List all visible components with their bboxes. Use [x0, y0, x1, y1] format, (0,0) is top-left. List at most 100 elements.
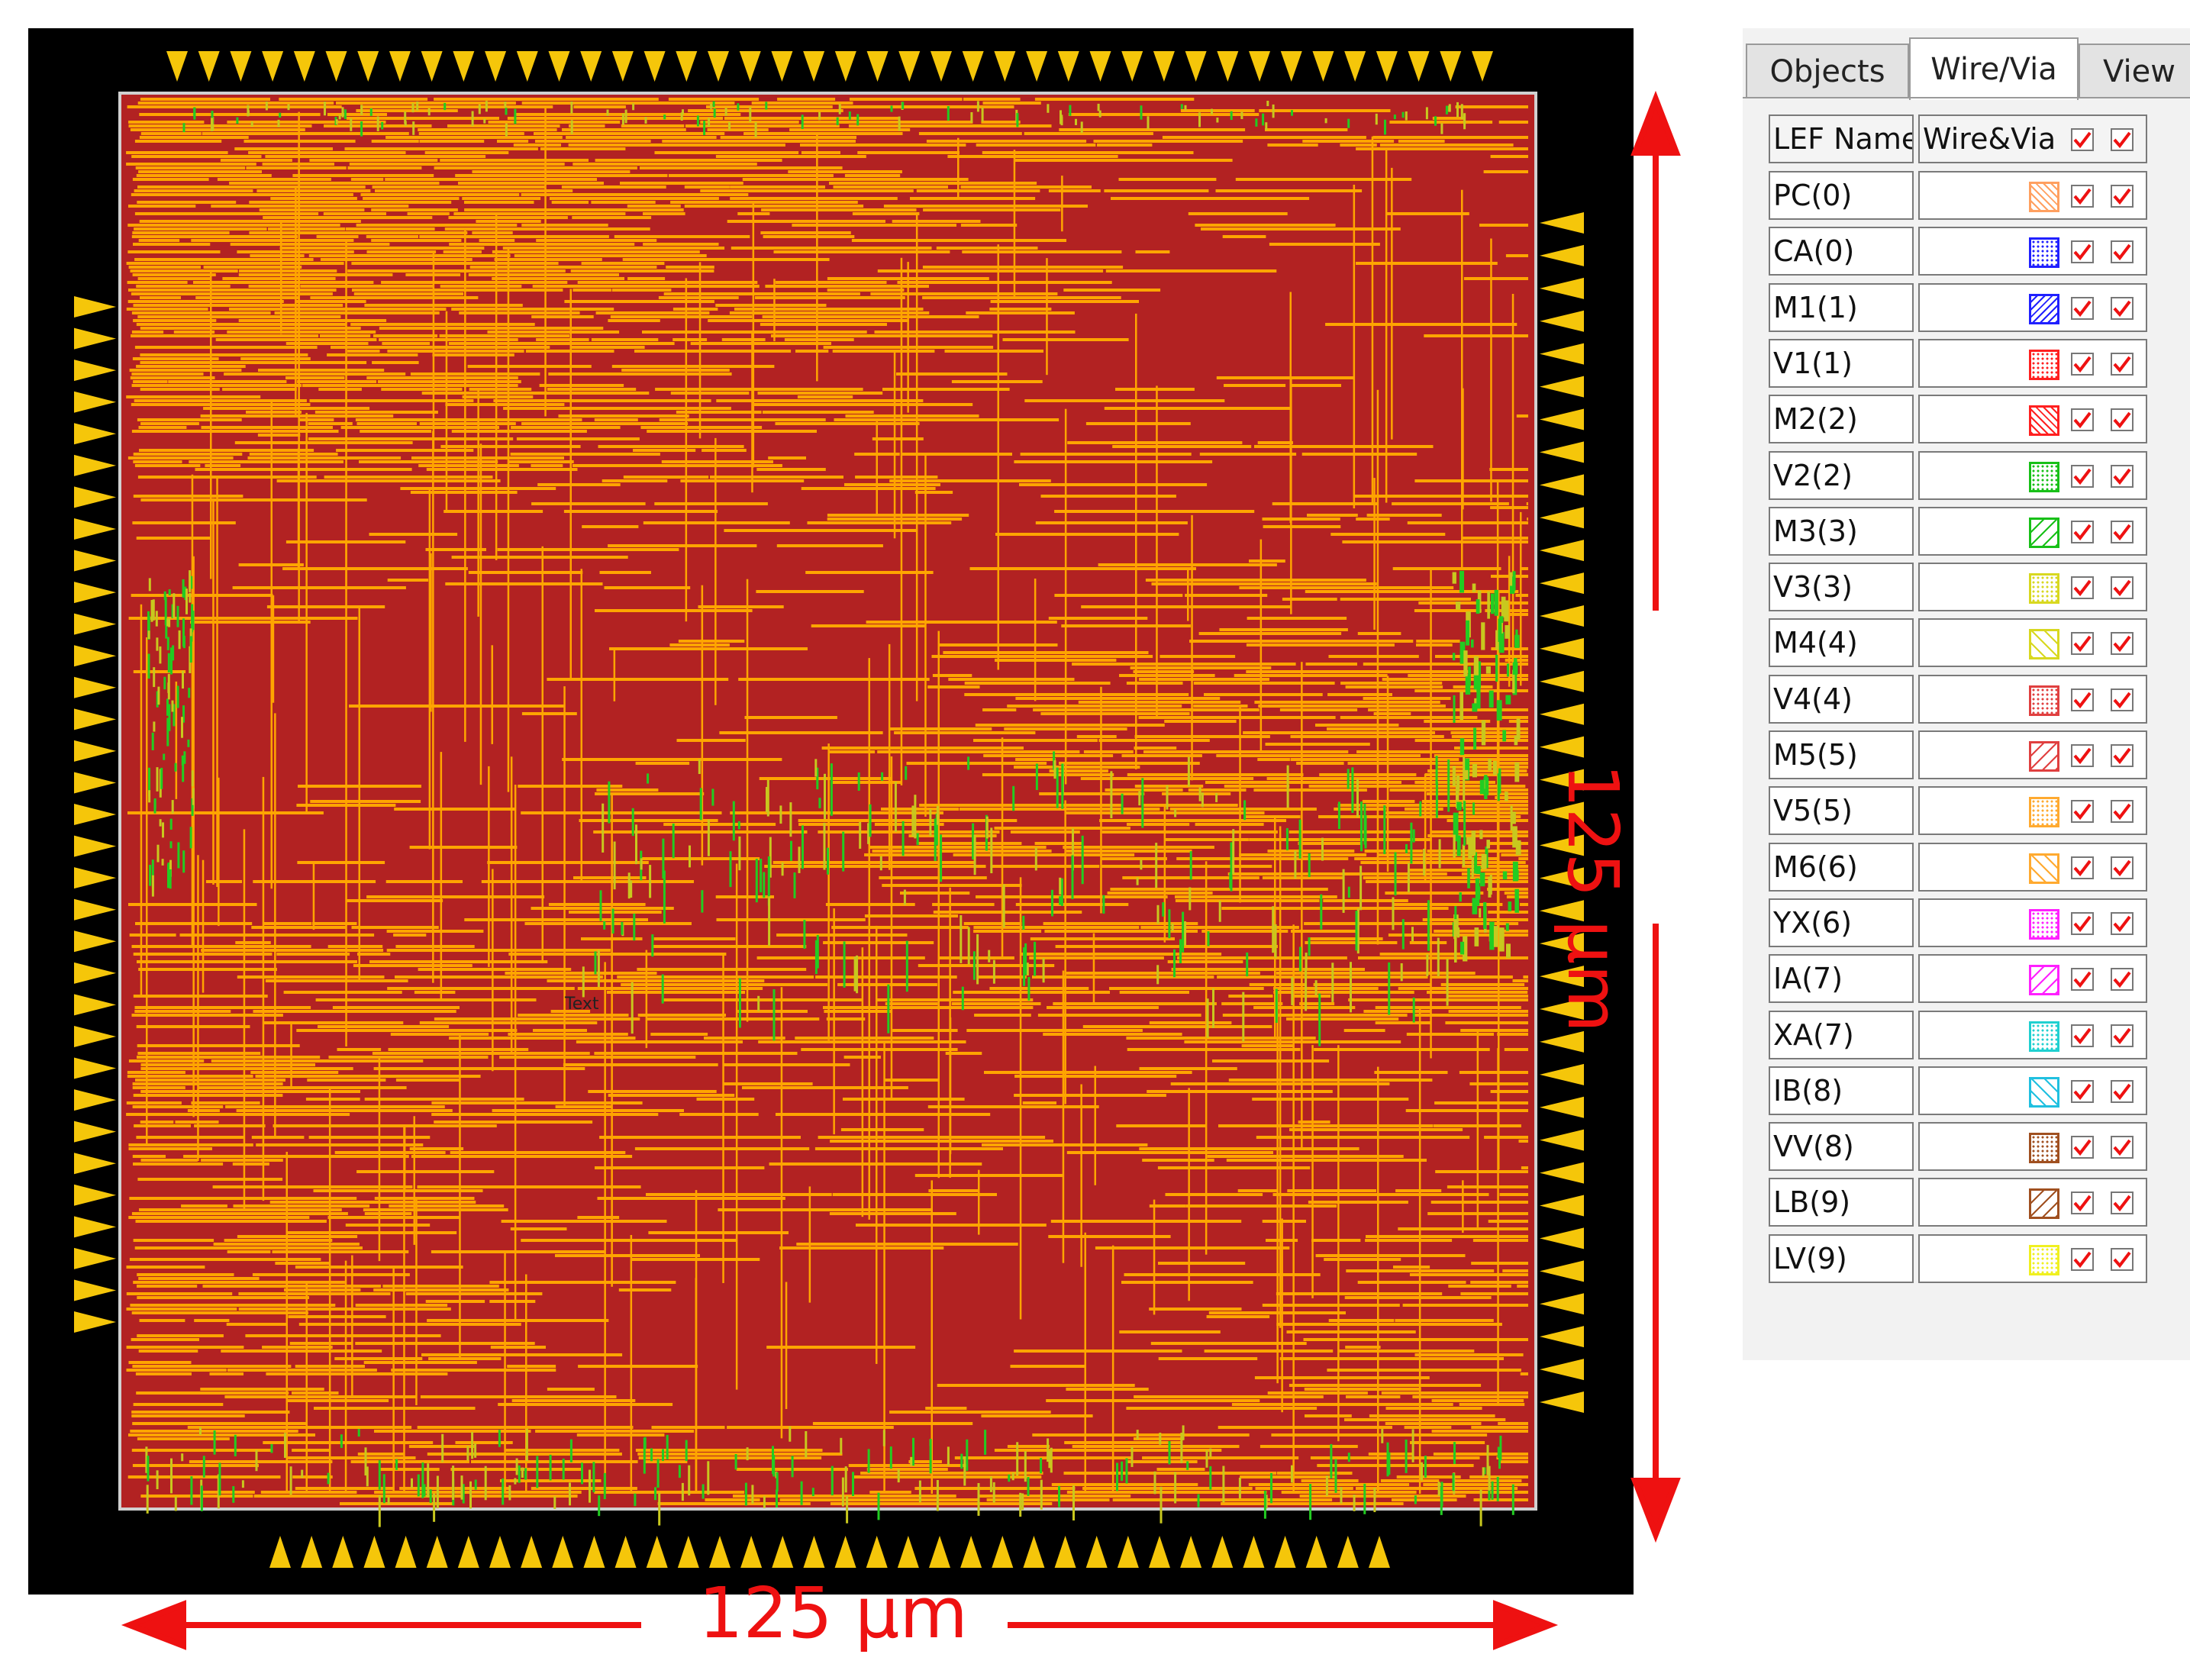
via-mark [967, 927, 970, 965]
layer-color-swatch[interactable] [2029, 741, 2059, 772]
layer-row[interactable]: CA(0) [1766, 224, 2190, 278]
layer-row[interactable]: M4(4) [1766, 616, 2190, 669]
column-header-wire-via[interactable]: Wire&Via [1918, 114, 2147, 163]
via-visible-checkbox[interactable] [2111, 688, 2134, 711]
via-visible-checkbox[interactable] [2111, 464, 2134, 488]
layer-color-swatch[interactable] [2029, 1133, 2059, 1164]
header-wire-toggle-all-checkbox[interactable] [2071, 128, 2094, 151]
via-visible-checkbox[interactable] [2111, 408, 2134, 432]
layer-row[interactable]: PC(0) [1766, 169, 2190, 222]
wire-segment [1064, 1441, 1182, 1444]
layer-row[interactable]: LB(9) [1766, 1175, 2190, 1229]
wire-visible-checkbox[interactable] [2071, 911, 2094, 935]
wire-visible-checkbox[interactable] [2071, 744, 2094, 767]
chip-layout[interactable]: Text [28, 28, 1634, 1595]
via-mark [1140, 105, 1143, 120]
via-visible-checkbox[interactable] [2111, 576, 2134, 600]
layer-row[interactable]: V1(1) [1766, 337, 2190, 390]
wire-visible-checkbox[interactable] [2071, 352, 2094, 376]
tab-view[interactable]: View [2079, 44, 2190, 98]
layer-color-swatch[interactable] [2029, 1188, 2059, 1220]
wire-visible-checkbox[interactable] [2071, 185, 2094, 208]
layer-color-swatch[interactable] [2029, 1076, 2059, 1108]
layer-color-swatch[interactable] [2029, 405, 2059, 437]
wire-segment [844, 174, 901, 177]
checkmark-icon [2113, 859, 2131, 876]
wire-visible-checkbox[interactable] [2071, 1136, 2094, 1159]
via-visible-checkbox[interactable] [2111, 1191, 2134, 1215]
layer-color-swatch[interactable] [2029, 1244, 2059, 1275]
layer-color-swatch[interactable] [2029, 461, 2059, 492]
layer-color-swatch[interactable] [2029, 573, 2059, 605]
layer-row[interactable]: M3(3) [1766, 505, 2190, 558]
layer-row[interactable]: IB(8) [1766, 1064, 2190, 1117]
layer-row[interactable]: V4(4) [1766, 672, 2190, 726]
wire-visible-checkbox[interactable] [2071, 1191, 2094, 1215]
via-visible-checkbox[interactable] [2111, 968, 2134, 992]
via-visible-checkbox[interactable] [2111, 632, 2134, 656]
header-via-toggle-all-checkbox[interactable] [2111, 128, 2134, 151]
via-visible-checkbox[interactable] [2111, 296, 2134, 320]
wire-visible-checkbox[interactable] [2071, 1024, 2094, 1047]
wire-visible-checkbox[interactable] [2071, 296, 2094, 320]
vertical-wire-segment [893, 350, 896, 539]
layer-row[interactable]: VV(8) [1766, 1120, 2190, 1173]
layer-color-swatch[interactable] [2029, 517, 2059, 548]
layer-row[interactable]: YX(6) [1766, 896, 2190, 950]
layer-row[interactable]: IA(7) [1766, 952, 2190, 1005]
via-visible-checkbox[interactable] [2111, 1079, 2134, 1103]
via-visible-checkbox[interactable] [2111, 1136, 2134, 1159]
wire-visible-checkbox[interactable] [2071, 576, 2094, 600]
layer-color-swatch[interactable] [2029, 293, 2059, 324]
wire-segment [1445, 1021, 1528, 1024]
wire-visible-checkbox[interactable] [2071, 520, 2094, 543]
wire-segment [507, 1365, 556, 1368]
tab-wire-via[interactable]: Wire/Via [1909, 37, 2079, 100]
tab-objects[interactable]: Objects [1746, 44, 1909, 98]
layer-color-swatch[interactable] [2029, 965, 2059, 996]
wire-visible-checkbox[interactable] [2071, 1079, 2094, 1103]
layer-row[interactable]: M1(1) [1766, 281, 2190, 334]
layer-row[interactable]: V2(2) [1766, 449, 2190, 502]
layer-color-swatch[interactable] [2029, 797, 2059, 828]
wire-segment [1471, 1426, 1528, 1429]
wire-visible-checkbox[interactable] [2071, 632, 2094, 656]
via-visible-checkbox[interactable] [2111, 520, 2134, 543]
via-visible-checkbox[interactable] [2111, 1024, 2134, 1047]
layer-color-swatch[interactable] [2029, 182, 2059, 212]
layer-color-swatch[interactable] [2029, 349, 2059, 380]
layer-row[interactable]: LV(9) [1766, 1232, 2190, 1285]
wire-visible-checkbox[interactable] [2071, 408, 2094, 432]
wire-visible-checkbox[interactable] [2071, 968, 2094, 992]
layer-color-swatch[interactable] [2029, 908, 2059, 940]
via-mark [498, 1430, 501, 1447]
via-visible-checkbox[interactable] [2111, 240, 2134, 264]
wire-visible-checkbox[interactable] [2071, 856, 2094, 879]
layer-row[interactable]: V3(3) [1766, 560, 2190, 614]
layer-color-swatch[interactable] [2029, 853, 2059, 884]
layer-row[interactable]: V5(5) [1766, 784, 2190, 837]
layer-row[interactable]: XA(7) [1766, 1008, 2190, 1062]
via-visible-checkbox[interactable] [2111, 911, 2134, 935]
layer-color-swatch[interactable] [2029, 1021, 2059, 1052]
column-header-lef-name[interactable]: LEF Name [1769, 114, 1914, 163]
wire-visible-checkbox[interactable] [2071, 464, 2094, 488]
wire-visible-checkbox[interactable] [2071, 800, 2094, 824]
layer-color-swatch[interactable] [2029, 685, 2059, 716]
layer-row[interactable]: M6(6) [1766, 840, 2190, 894]
via-mark [911, 805, 914, 837]
via-visible-checkbox[interactable] [2111, 1247, 2134, 1271]
via-visible-checkbox[interactable] [2111, 185, 2134, 208]
via-visible-checkbox[interactable] [2111, 352, 2134, 376]
wire-visible-checkbox[interactable] [2071, 688, 2094, 711]
layer-row[interactable]: M2(2) [1766, 392, 2190, 446]
via-visible-checkbox[interactable] [2111, 856, 2134, 879]
via-visible-checkbox[interactable] [2111, 744, 2134, 767]
layout-canvas[interactable]: Text [28, 28, 1634, 1595]
layer-color-swatch[interactable] [2029, 237, 2059, 269]
layer-row[interactable]: M5(5) [1766, 728, 2190, 782]
wire-visible-checkbox[interactable] [2071, 240, 2094, 264]
layer-color-swatch[interactable] [2029, 629, 2059, 660]
wire-visible-checkbox[interactable] [2071, 1247, 2094, 1271]
via-visible-checkbox[interactable] [2111, 800, 2134, 824]
